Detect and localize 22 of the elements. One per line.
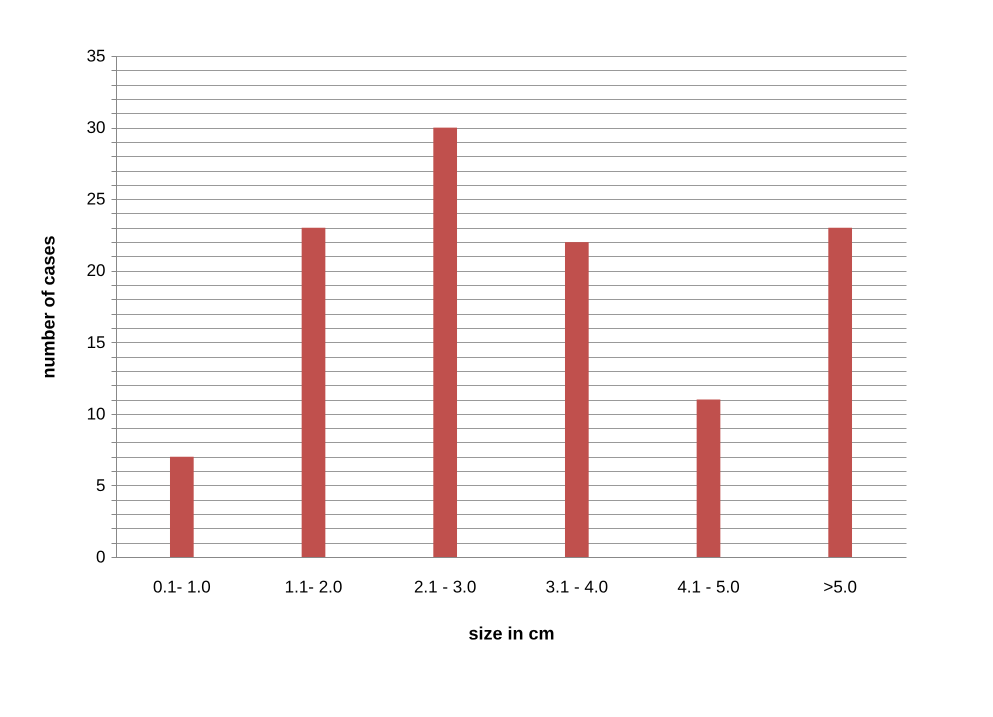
x-tick-label: 0.1- 1.0 [153, 578, 211, 596]
y-tick-label: 5 [96, 476, 106, 495]
bar [564, 242, 589, 557]
bar [828, 228, 852, 557]
bar [302, 228, 326, 557]
bar [433, 128, 458, 557]
x-tick-label: >5.0 [823, 578, 857, 596]
y-axis-title: number of cases [38, 235, 59, 379]
y-tick-label: 20 [86, 261, 106, 280]
y-tick-label: 25 [86, 190, 106, 209]
x-axis-title: size in cm [468, 624, 555, 644]
y-tick-label: 0 [96, 548, 106, 566]
bar [170, 456, 194, 557]
x-tick-label: 1.1- 2.0 [284, 578, 342, 596]
x-tick-label: 3.1 - 4.0 [546, 578, 608, 596]
y-tick-label: 15 [86, 332, 106, 352]
x-tick-label: 4.1 - 5.0 [677, 578, 740, 596]
x-tick-label: 2.1 - 3.0 [414, 578, 476, 596]
y-tick-label: 30 [86, 118, 106, 138]
y-tick-label: 10 [86, 404, 106, 424]
y-tick-label: 35 [86, 46, 106, 66]
bar [696, 400, 720, 557]
